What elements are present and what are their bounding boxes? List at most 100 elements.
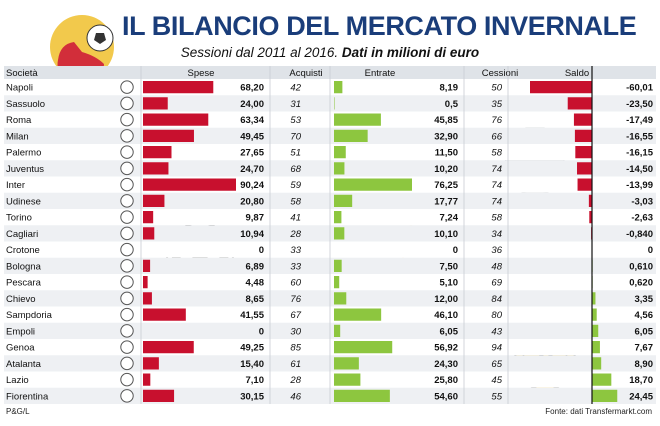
- team-name: Chievo: [6, 294, 36, 305]
- saldo-bar: [592, 341, 600, 354]
- spese-bar: [143, 373, 151, 386]
- saldo-bar: [592, 324, 599, 337]
- cessioni-value: 36: [491, 245, 502, 256]
- saldo-value: 6,05: [635, 326, 654, 337]
- spese-value: 24,70: [240, 164, 264, 175]
- entrate-bar: [334, 357, 359, 370]
- sassuolo-crest-icon: [120, 96, 134, 111]
- empoli-crest-icon: [120, 324, 134, 338]
- entrate-bar: [334, 81, 343, 94]
- entrate-value: 8,19: [440, 83, 459, 94]
- chart-title: IL BILANCIO DEL MERCATO INVERNALE: [122, 11, 637, 41]
- roma-crest-icon: [120, 112, 134, 127]
- spese-bar: [143, 178, 236, 191]
- cessioni-value: 94: [491, 343, 502, 354]
- spese-bar: [143, 276, 148, 289]
- entrate-bar: [334, 389, 390, 402]
- team-name: Empoli: [6, 326, 35, 337]
- spese-bar: [143, 292, 152, 305]
- entrate-value: 10,20: [434, 164, 458, 175]
- entrate-value: 45,85: [434, 115, 458, 126]
- atalanta-crest-icon: [120, 356, 134, 371]
- saldo-bar: [530, 81, 592, 94]
- saldo-value: 24,45: [629, 391, 653, 402]
- palermo-crest-icon: [120, 145, 134, 159]
- saldo-bar: [575, 146, 592, 159]
- team-name: Palermo: [6, 148, 41, 159]
- team-name: Bologna: [6, 261, 42, 272]
- acquisti-value: 28: [289, 229, 301, 240]
- entrate-bar: [334, 178, 412, 191]
- spese-bar: [143, 146, 172, 159]
- entrate-bar: [334, 211, 342, 224]
- entrate-value: 25,80: [434, 375, 458, 386]
- spese-value: 24,00: [240, 99, 264, 110]
- torino-crest-icon: [120, 210, 134, 224]
- saldo-bar: [577, 162, 592, 175]
- entrate-value: 12,00: [434, 294, 458, 305]
- spese-bar: [143, 97, 168, 110]
- bologna-crest-icon: [120, 259, 134, 273]
- team-name: Atalanta: [6, 359, 42, 370]
- spese-bar: [143, 389, 175, 402]
- team-name: Napoli: [6, 83, 33, 94]
- header-spese: Spese: [188, 68, 215, 79]
- cessioni-value: 43: [491, 326, 502, 337]
- entrate-bar: [334, 227, 345, 240]
- entrate-bar: [334, 373, 361, 386]
- entrate-value: 24,30: [434, 359, 458, 370]
- acquisti-value: 28: [289, 375, 301, 386]
- header-saldo: Saldo: [565, 68, 589, 79]
- header-entrate: Entrate: [365, 68, 396, 79]
- saldo-bar: [592, 389, 618, 402]
- spese-value: 6,89: [246, 261, 265, 272]
- entrate-value: 7,24: [440, 213, 459, 224]
- saldo-value: -23,50: [626, 99, 653, 110]
- entrate-value: 32,90: [434, 131, 458, 142]
- saldo-value: -0,840: [626, 229, 653, 240]
- team-name: Fiorentina: [6, 391, 49, 402]
- entrate-value: 17,77: [434, 196, 458, 207]
- cessioni-value: 58: [491, 148, 502, 159]
- spese-value: 49,25: [240, 343, 264, 354]
- entrate-bar: [334, 97, 335, 110]
- acquisti-value: 59: [290, 180, 301, 191]
- subtitle-bold: Dati in milioni di euro: [341, 45, 480, 60]
- cessioni-value: 84: [491, 294, 502, 305]
- cessioni-value: 66: [491, 131, 502, 142]
- acquisti-value: 76: [290, 294, 301, 305]
- spese-bar: [143, 308, 186, 321]
- cessioni-value: 65: [491, 359, 502, 370]
- entrate-value: 76,25: [434, 180, 458, 191]
- cessioni-value: 34: [491, 229, 502, 240]
- entrate-value: 7,50: [440, 261, 459, 272]
- sampdoria-crest-icon: [120, 307, 134, 322]
- cessioni-value: 50: [491, 83, 502, 94]
- juventus-crest-icon: [120, 161, 134, 176]
- entrate-bar: [334, 324, 341, 337]
- spese-bar: [143, 211, 154, 224]
- genoa-crest-icon: [120, 340, 134, 354]
- spese-value: 68,20: [240, 83, 264, 94]
- team-name: Crotone: [6, 245, 40, 256]
- acquisti-value: 61: [290, 359, 301, 370]
- team-name: Milan: [6, 131, 29, 142]
- saldo-value: -2,63: [631, 213, 653, 224]
- saldo-bar: [573, 113, 592, 126]
- acquisti-value: 68: [290, 164, 301, 175]
- team-name: Cagliari: [6, 229, 38, 240]
- cessioni-value: 74: [491, 164, 502, 175]
- entrate-bar: [334, 162, 345, 175]
- saldo-value: -13,99: [626, 180, 653, 191]
- entrate-bar: [334, 146, 346, 159]
- spese-bar: [143, 113, 209, 126]
- entrate-bar: [334, 194, 353, 207]
- acquisti-value: 30: [290, 326, 301, 337]
- spese-value: 63,34: [240, 115, 264, 126]
- milan-crest-icon: [120, 129, 134, 143]
- acquisti-value: 58: [290, 196, 301, 207]
- saldo-value: -16,15: [626, 148, 654, 159]
- spese-value: 0: [259, 326, 264, 337]
- team-name: Inter: [6, 180, 25, 191]
